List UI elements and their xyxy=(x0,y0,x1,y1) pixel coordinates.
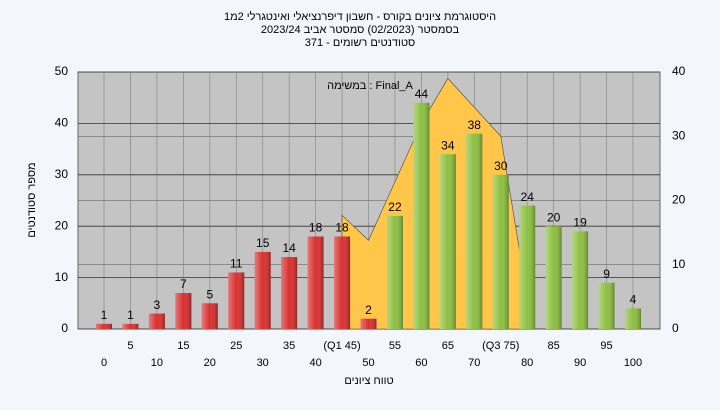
bar-shade xyxy=(307,236,324,329)
data-label: 1 xyxy=(101,308,108,322)
data-label: 5 xyxy=(206,287,213,301)
data-label: 18 xyxy=(335,221,349,235)
data-label: 1 xyxy=(127,308,134,322)
data-label: 19 xyxy=(573,216,587,230)
data-label: 4 xyxy=(630,293,637,307)
bar-shade xyxy=(598,282,615,329)
x-tick-label: 0 xyxy=(101,357,107,369)
y2-tick-label: 0 xyxy=(672,321,679,335)
y2-tick-label: 30 xyxy=(672,128,686,142)
bar-shade xyxy=(201,303,218,329)
bar-shade xyxy=(175,293,192,329)
data-label: 7 xyxy=(180,277,187,291)
bar-shade xyxy=(334,236,351,329)
data-label: 34 xyxy=(441,138,455,152)
bar-shade xyxy=(492,174,509,329)
x-tick-label: 5 xyxy=(127,340,133,352)
bar-shade xyxy=(519,205,536,329)
x-tick-label: 70 xyxy=(468,357,480,369)
x-tick-label: 100 xyxy=(624,357,642,369)
bar-shade xyxy=(439,154,456,329)
bar-shade xyxy=(122,323,139,329)
y-tick-label: 0 xyxy=(61,321,68,335)
x-tick-label: 80 xyxy=(521,357,533,369)
data-label: 2 xyxy=(365,303,372,317)
data-label: 22 xyxy=(388,200,402,214)
y-axis-label: מספר סטודנטים xyxy=(26,162,38,237)
x-tick-label: 35 xyxy=(283,340,295,352)
data-label: 44 xyxy=(415,87,429,101)
x-tick-label: (Q3 75) xyxy=(482,340,519,352)
x-tick-label: 55 xyxy=(389,340,401,352)
data-label: 20 xyxy=(547,210,561,224)
bar-shade xyxy=(413,102,430,329)
x-tick-label: 25 xyxy=(230,340,242,352)
bar-shade xyxy=(545,226,562,329)
x-tick-label: 15 xyxy=(177,340,189,352)
bar-shade xyxy=(281,257,298,329)
x-tick-label: 90 xyxy=(574,357,586,369)
data-label: 14 xyxy=(282,241,296,255)
x-tick-label: 20 xyxy=(204,357,216,369)
bar-shade xyxy=(360,318,377,329)
y2-tick-label: 20 xyxy=(672,193,686,207)
bar-shade xyxy=(466,133,483,329)
y-tick-label: 30 xyxy=(55,167,69,181)
data-label: 38 xyxy=(468,118,482,132)
data-label: 24 xyxy=(521,190,535,204)
annotation: במשימה : Final_A xyxy=(327,80,413,92)
y-tick-label: 40 xyxy=(55,116,69,130)
bar-shade xyxy=(148,313,165,329)
x-axis-label: טווח ציונים xyxy=(344,375,393,387)
data-label: 11 xyxy=(230,257,243,271)
y-tick-label: 10 xyxy=(55,270,69,284)
x-tick-label: 30 xyxy=(257,357,269,369)
bar-shade xyxy=(228,272,245,329)
y2-tick-label: 40 xyxy=(672,64,686,78)
y2-tick-label: 10 xyxy=(672,257,686,271)
bar-shade xyxy=(96,323,112,329)
data-label: 15 xyxy=(256,236,270,250)
data-label: 9 xyxy=(603,267,610,281)
y-tick-label: 20 xyxy=(55,218,69,232)
data-label: 18 xyxy=(309,221,323,235)
chart-subtitle: בסמסטר (02/2023) סמסטר אביב 2023/24 xyxy=(261,24,460,36)
data-label: 30 xyxy=(494,159,508,173)
x-tick-label: 10 xyxy=(151,357,163,369)
x-tick-label: 60 xyxy=(415,357,427,369)
y-tick-label: 50 xyxy=(55,64,69,78)
x-tick-label: 50 xyxy=(362,357,374,369)
x-tick-label: 95 xyxy=(600,340,612,352)
x-tick-label: (Q1 45) xyxy=(323,340,360,352)
chart-subtitle: סטודנטים רשומים - 371 xyxy=(305,37,416,49)
bar-shade xyxy=(625,308,641,329)
x-tick-label: 65 xyxy=(442,340,454,352)
bar-shade xyxy=(386,215,403,329)
bar-shade xyxy=(572,231,589,329)
chart-title: היסטוגרמת ציונים בקורס - חשבון דיפרנציאל… xyxy=(224,10,496,23)
data-label: 3 xyxy=(154,298,161,312)
x-tick-label: 40 xyxy=(309,357,321,369)
x-tick-label: 85 xyxy=(548,340,560,352)
bar-shade xyxy=(254,251,271,329)
